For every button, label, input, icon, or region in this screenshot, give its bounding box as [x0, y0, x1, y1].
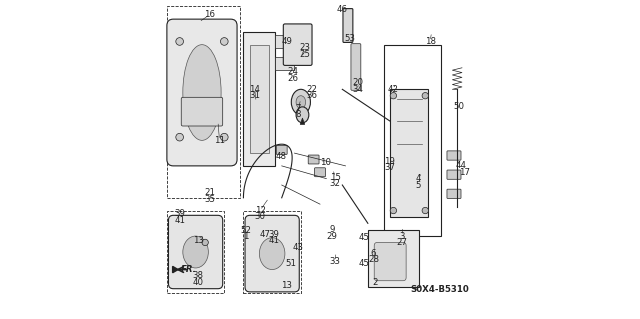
Text: 3: 3 — [399, 232, 405, 241]
Circle shape — [422, 207, 428, 214]
Text: 4: 4 — [415, 174, 421, 183]
Text: 32: 32 — [330, 179, 341, 188]
Text: 23: 23 — [299, 43, 310, 52]
Text: 1: 1 — [243, 232, 249, 241]
Ellipse shape — [296, 96, 306, 108]
Text: 29: 29 — [326, 232, 337, 241]
Circle shape — [176, 38, 184, 45]
FancyBboxPatch shape — [250, 45, 269, 153]
Text: 25: 25 — [299, 50, 310, 59]
Text: 37: 37 — [384, 163, 395, 172]
Text: 41: 41 — [175, 216, 186, 225]
FancyBboxPatch shape — [390, 89, 428, 217]
Text: 40: 40 — [193, 278, 204, 287]
Ellipse shape — [183, 45, 221, 140]
FancyBboxPatch shape — [245, 215, 300, 292]
FancyBboxPatch shape — [447, 170, 461, 179]
Text: 2: 2 — [372, 278, 378, 287]
Text: 35: 35 — [204, 195, 216, 204]
Text: 52: 52 — [241, 226, 252, 235]
FancyBboxPatch shape — [243, 32, 275, 166]
FancyBboxPatch shape — [276, 145, 287, 154]
Text: 53: 53 — [345, 34, 356, 43]
Ellipse shape — [296, 107, 309, 123]
Ellipse shape — [259, 238, 285, 270]
Text: 46: 46 — [336, 5, 347, 14]
Text: 15: 15 — [330, 173, 341, 182]
Text: 13: 13 — [193, 236, 204, 245]
Text: 12: 12 — [255, 206, 266, 215]
FancyBboxPatch shape — [447, 151, 461, 160]
Ellipse shape — [183, 236, 209, 268]
Text: 34: 34 — [352, 85, 363, 94]
Text: 6: 6 — [371, 249, 376, 258]
Text: 20: 20 — [352, 78, 363, 87]
Text: 7: 7 — [296, 104, 301, 113]
Circle shape — [202, 239, 209, 246]
Circle shape — [422, 93, 428, 99]
FancyBboxPatch shape — [368, 230, 419, 287]
Text: 49: 49 — [281, 37, 292, 46]
Text: 31: 31 — [249, 91, 260, 100]
Text: 45: 45 — [358, 233, 369, 242]
Text: 47: 47 — [260, 230, 271, 239]
Text: 18: 18 — [424, 37, 436, 46]
Text: 11: 11 — [214, 136, 225, 145]
Text: 10: 10 — [320, 158, 332, 167]
Text: 33: 33 — [330, 257, 341, 266]
Text: 14: 14 — [249, 85, 260, 94]
Circle shape — [220, 38, 228, 45]
Text: 43: 43 — [293, 243, 304, 252]
Text: 26: 26 — [287, 74, 298, 83]
Text: S0X4-B5310: S0X4-B5310 — [410, 285, 469, 294]
FancyBboxPatch shape — [315, 168, 325, 177]
FancyBboxPatch shape — [308, 155, 319, 164]
Text: 39: 39 — [175, 209, 186, 218]
Text: 13: 13 — [281, 281, 292, 290]
Circle shape — [390, 207, 397, 214]
Ellipse shape — [291, 89, 310, 115]
Circle shape — [390, 93, 397, 99]
Text: 51: 51 — [285, 259, 296, 268]
Text: FR.: FR. — [180, 265, 196, 274]
Circle shape — [220, 133, 228, 141]
Text: 42: 42 — [387, 85, 398, 94]
Text: 45: 45 — [358, 259, 369, 268]
FancyBboxPatch shape — [275, 35, 294, 48]
FancyBboxPatch shape — [343, 9, 353, 42]
Text: 27: 27 — [397, 238, 408, 247]
Text: 22: 22 — [307, 85, 317, 94]
Text: 16: 16 — [204, 10, 216, 19]
Text: 41: 41 — [268, 236, 279, 245]
Text: 24: 24 — [287, 67, 298, 76]
FancyBboxPatch shape — [284, 24, 312, 65]
Circle shape — [176, 133, 184, 141]
FancyBboxPatch shape — [374, 242, 406, 281]
Text: 36: 36 — [307, 91, 317, 100]
FancyBboxPatch shape — [168, 215, 223, 289]
Text: 38: 38 — [193, 271, 204, 280]
Text: 48: 48 — [276, 152, 287, 161]
FancyBboxPatch shape — [275, 57, 294, 70]
Text: 8: 8 — [296, 110, 301, 119]
Text: 19: 19 — [384, 157, 395, 166]
FancyBboxPatch shape — [351, 44, 361, 90]
Text: 30: 30 — [255, 212, 266, 221]
Text: 21: 21 — [204, 189, 216, 197]
FancyBboxPatch shape — [181, 97, 223, 126]
FancyBboxPatch shape — [167, 19, 237, 166]
Text: 9: 9 — [330, 225, 335, 234]
Text: 17: 17 — [459, 168, 470, 177]
Text: 44: 44 — [456, 161, 467, 170]
Text: 5: 5 — [415, 181, 421, 189]
Text: 39: 39 — [268, 230, 279, 239]
Text: 50: 50 — [453, 102, 464, 111]
Polygon shape — [300, 118, 305, 124]
Text: 28: 28 — [368, 256, 379, 264]
FancyBboxPatch shape — [447, 189, 461, 198]
Polygon shape — [173, 266, 178, 273]
